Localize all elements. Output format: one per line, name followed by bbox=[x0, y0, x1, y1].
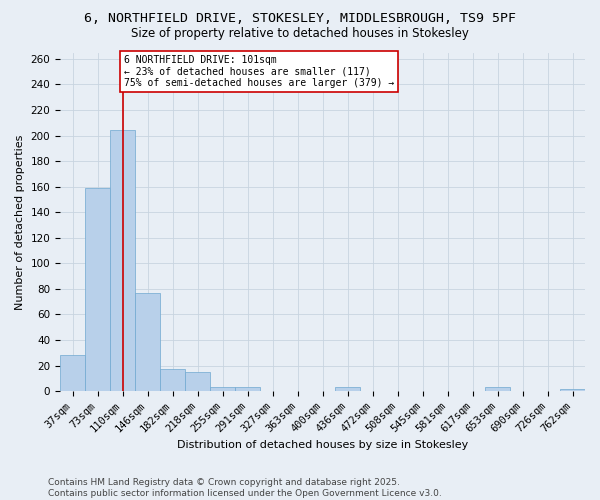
Text: 6 NORTHFIELD DRIVE: 101sqm
← 23% of detached houses are smaller (117)
75% of sem: 6 NORTHFIELD DRIVE: 101sqm ← 23% of deta… bbox=[124, 55, 394, 88]
Bar bbox=[335, 388, 360, 391]
Bar bbox=[85, 188, 110, 391]
Bar bbox=[160, 370, 185, 391]
Bar bbox=[560, 388, 585, 391]
Bar bbox=[185, 372, 210, 391]
Bar bbox=[135, 292, 160, 391]
Text: Size of property relative to detached houses in Stokesley: Size of property relative to detached ho… bbox=[131, 28, 469, 40]
X-axis label: Distribution of detached houses by size in Stokesley: Distribution of detached houses by size … bbox=[177, 440, 468, 450]
Bar bbox=[235, 388, 260, 391]
Bar bbox=[210, 388, 235, 391]
Bar bbox=[110, 130, 135, 391]
Text: Contains HM Land Registry data © Crown copyright and database right 2025.
Contai: Contains HM Land Registry data © Crown c… bbox=[48, 478, 442, 498]
Y-axis label: Number of detached properties: Number of detached properties bbox=[15, 134, 25, 310]
Bar bbox=[60, 356, 85, 391]
Bar bbox=[485, 388, 510, 391]
Text: 6, NORTHFIELD DRIVE, STOKESLEY, MIDDLESBROUGH, TS9 5PF: 6, NORTHFIELD DRIVE, STOKESLEY, MIDDLESB… bbox=[84, 12, 516, 26]
